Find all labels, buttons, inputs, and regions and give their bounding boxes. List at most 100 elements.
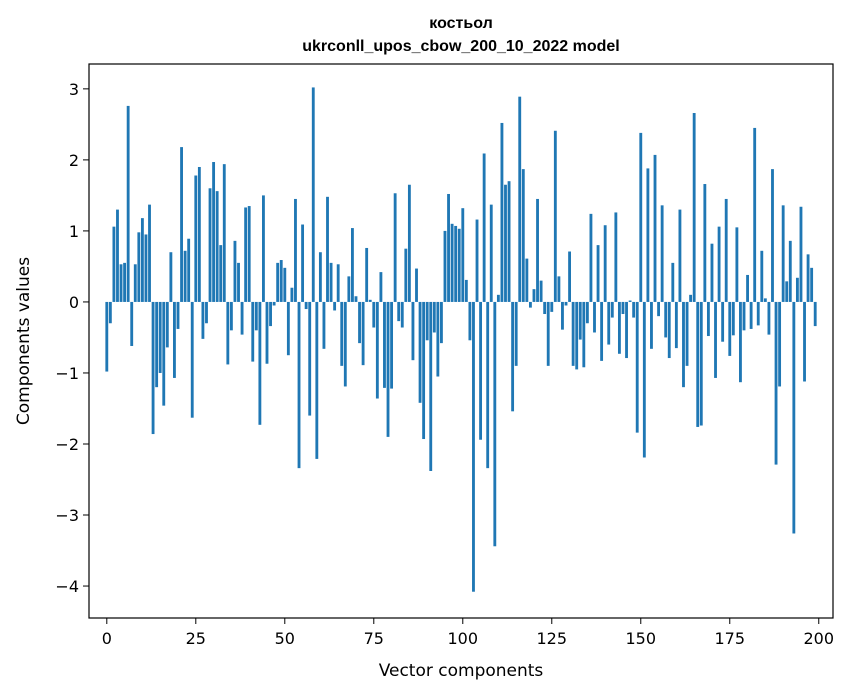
bar-54 xyxy=(297,301,301,469)
bar-130 xyxy=(568,251,571,302)
bar-4 xyxy=(119,264,123,302)
bar-21 xyxy=(180,147,183,302)
bar-160 xyxy=(674,301,678,349)
bar-192 xyxy=(788,240,792,302)
bar-164 xyxy=(689,294,693,302)
bar-48 xyxy=(276,262,280,302)
bar-147 xyxy=(628,300,632,302)
bar-36 xyxy=(233,240,237,302)
bar-172 xyxy=(717,226,721,302)
bar-17 xyxy=(165,301,169,348)
bar-33 xyxy=(222,164,226,302)
bar-11 xyxy=(144,234,148,302)
bar-60 xyxy=(318,252,322,302)
y-tick-label: 1 xyxy=(69,222,79,241)
bar-175 xyxy=(728,301,732,356)
bar-199 xyxy=(813,301,817,327)
bar-3 xyxy=(116,209,119,302)
bar-61 xyxy=(322,301,326,349)
plot-frame xyxy=(88,63,834,619)
bar-195 xyxy=(799,206,803,302)
bar-126 xyxy=(553,130,557,302)
bar-193 xyxy=(792,301,796,534)
bar-64 xyxy=(333,301,337,311)
bar-55 xyxy=(301,224,305,302)
bar-189 xyxy=(778,301,782,387)
y-axis-label: Components values xyxy=(14,257,34,425)
bar-124 xyxy=(546,301,550,366)
bar-39 xyxy=(244,207,248,302)
bar-171 xyxy=(714,301,717,378)
bar-43 xyxy=(258,301,262,425)
bar-49 xyxy=(279,260,283,302)
bar-58 xyxy=(311,87,315,302)
bar-57 xyxy=(308,301,312,416)
bar-119 xyxy=(528,301,532,308)
bar-155 xyxy=(657,301,660,317)
bar-44 xyxy=(262,195,265,302)
bar-93 xyxy=(436,301,440,377)
bar-51 xyxy=(286,301,290,356)
bar-158 xyxy=(667,301,671,359)
bar-97 xyxy=(450,223,454,302)
bar-157 xyxy=(664,301,668,338)
bar-188 xyxy=(774,301,778,465)
bar-143 xyxy=(614,212,618,302)
bar-187 xyxy=(771,169,774,302)
bar-9 xyxy=(137,232,141,302)
bar-149 xyxy=(635,301,639,433)
bar-127 xyxy=(557,276,561,302)
x-tick-label: 175 xyxy=(714,629,745,648)
bar-191 xyxy=(785,281,789,302)
bar-83 xyxy=(400,301,404,328)
y-tick-label: −1 xyxy=(55,364,79,383)
x-tick-label: 200 xyxy=(803,629,834,648)
y-tick-label: −2 xyxy=(55,435,79,454)
bar-136 xyxy=(589,213,593,302)
bar-35 xyxy=(229,301,233,331)
y-tick-label: −4 xyxy=(55,577,79,596)
bar-135 xyxy=(585,301,589,324)
bar-137 xyxy=(593,301,596,333)
bar-111 xyxy=(500,122,504,302)
bar-70 xyxy=(354,296,358,302)
bar-163 xyxy=(685,301,689,366)
bar-56 xyxy=(304,301,308,310)
bar-28 xyxy=(205,301,208,324)
bar-16 xyxy=(162,301,166,406)
bars-group xyxy=(105,87,817,592)
bar-85 xyxy=(407,184,411,302)
bar-152 xyxy=(646,168,650,302)
bar-46 xyxy=(269,301,272,327)
bar-162 xyxy=(682,301,685,388)
bar-141 xyxy=(607,301,611,345)
bar-170 xyxy=(710,243,714,302)
bar-118 xyxy=(525,258,529,302)
bar-22 xyxy=(183,250,187,302)
bar-112 xyxy=(504,184,507,302)
bar-98 xyxy=(454,225,458,302)
y-tick-label: 0 xyxy=(69,293,79,312)
bar-31 xyxy=(215,191,219,302)
bar-1 xyxy=(108,301,112,324)
bar-0 xyxy=(105,301,109,372)
bar-12 xyxy=(148,204,151,302)
bar-66 xyxy=(340,301,344,366)
chart-subtitle: ukrconll_upos_cbow_200_10_2022 model xyxy=(302,38,619,55)
bar-146 xyxy=(625,301,628,359)
bar-18 xyxy=(169,252,173,302)
bar-105 xyxy=(479,301,483,440)
bar-133 xyxy=(578,301,582,340)
bar-87 xyxy=(415,268,418,302)
bar-131 xyxy=(571,301,575,366)
bar-26 xyxy=(197,166,201,302)
x-axis-label: Vector components xyxy=(379,661,544,681)
bar-19 xyxy=(173,301,176,378)
bar-96 xyxy=(447,193,450,302)
bar-103 xyxy=(472,301,475,592)
bar-113 xyxy=(507,181,511,302)
bar-52 xyxy=(290,287,294,302)
bar-123 xyxy=(543,301,547,315)
bar-104 xyxy=(475,219,479,302)
bar-72 xyxy=(361,301,365,366)
